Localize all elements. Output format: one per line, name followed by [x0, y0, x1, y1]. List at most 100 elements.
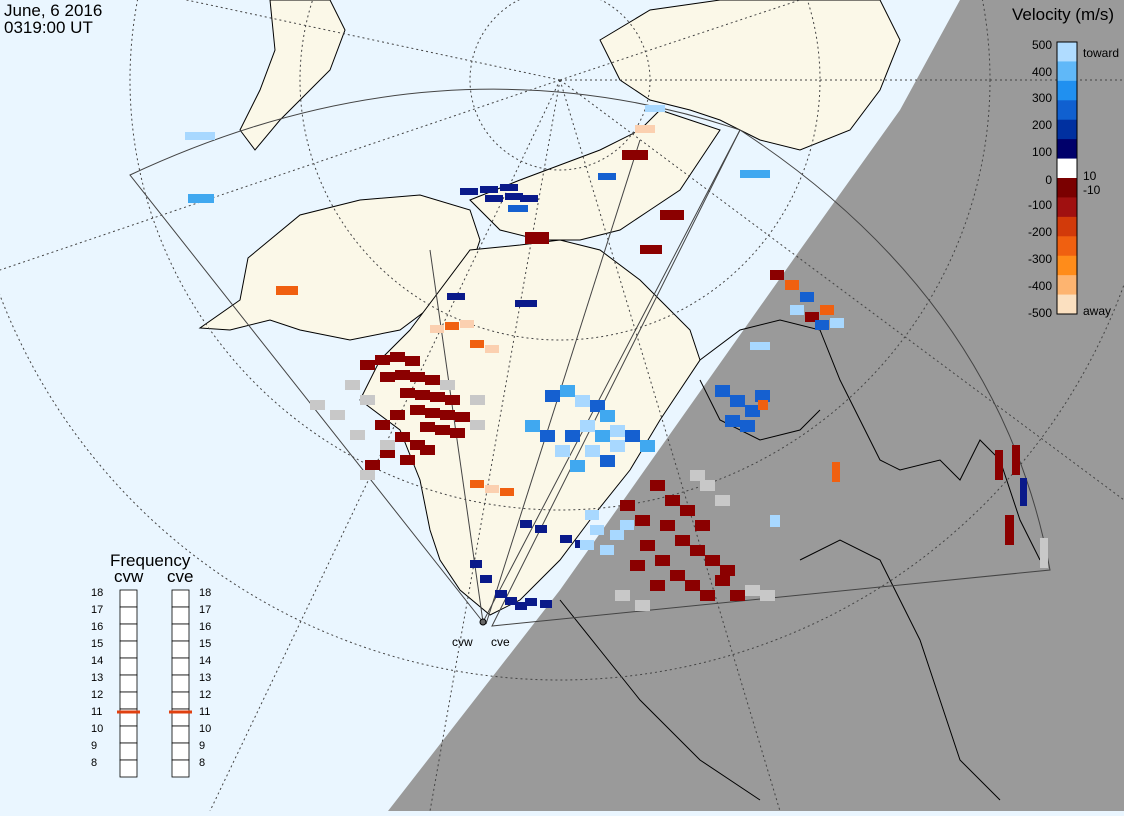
frequency-cell	[171, 657, 190, 676]
backscatter-cell	[505, 193, 523, 200]
backscatter-cell	[560, 535, 572, 543]
velocity-tick-label: 10	[1083, 169, 1097, 183]
backscatter-cell	[460, 188, 478, 195]
backscatter-cell	[470, 395, 485, 405]
backscatter-cell	[1040, 538, 1048, 568]
backscatter-cell	[580, 420, 595, 432]
date-label: June, 6 2016	[4, 1, 102, 20]
frequency-cell	[171, 674, 190, 693]
backscatter-cell	[1020, 478, 1027, 506]
backscatter-cell	[790, 305, 804, 315]
colorbar-swatch	[1057, 119, 1077, 140]
backscatter-cell	[600, 545, 614, 555]
frequency-cell	[171, 606, 190, 625]
backscatter-cell	[405, 356, 420, 366]
freq-radar-cvw: cvw	[114, 567, 144, 586]
backscatter-cell	[750, 342, 770, 350]
backscatter-cell	[725, 415, 740, 427]
backscatter-cell	[585, 445, 600, 457]
backscatter-cell	[455, 412, 470, 422]
backscatter-cell	[625, 430, 640, 442]
backscatter-cell	[695, 520, 710, 531]
backscatter-cell	[620, 520, 634, 530]
backscatter-cell	[650, 580, 665, 591]
backscatter-cell	[425, 408, 440, 418]
velocity-tick-label: -300	[1028, 252, 1052, 266]
colorbar-swatch	[1057, 178, 1077, 198]
backscatter-cell	[508, 205, 528, 212]
frequency-tick-label: 18	[199, 587, 211, 599]
backscatter-cell	[800, 292, 814, 302]
backscatter-cell	[670, 570, 685, 581]
colorbar-swatch	[1057, 80, 1077, 101]
backscatter-cell	[420, 422, 435, 432]
backscatter-cell	[495, 590, 507, 598]
backscatter-cell	[485, 345, 499, 353]
toward-label: toward	[1083, 46, 1119, 60]
frequency-cell	[171, 759, 190, 778]
time-label: 0319:00 UT	[4, 18, 93, 37]
backscatter-cell	[740, 420, 755, 432]
backscatter-cell	[645, 105, 665, 112]
colorbar-swatch	[1057, 139, 1077, 160]
backscatter-cell	[450, 428, 465, 438]
backscatter-cell	[1012, 445, 1020, 475]
arctic-islands	[469, 109, 721, 241]
frequency-cell	[119, 640, 138, 659]
colorbar-swatch	[1057, 275, 1077, 296]
backscatter-cell	[655, 555, 670, 566]
freq-radar-cve: cve	[167, 567, 193, 586]
radar-sites: cvw cve	[452, 618, 510, 649]
radar-site-cvw[interactable]	[479, 618, 487, 626]
backscatter-cell	[380, 440, 395, 450]
frequency-tick-label: 12	[199, 689, 211, 701]
backscatter-cell	[622, 150, 648, 160]
frequency-title: Frequency	[110, 551, 191, 570]
backscatter-cell	[410, 440, 425, 450]
velocity-tick-label: 300	[1032, 91, 1052, 105]
backscatter-cell	[770, 270, 784, 280]
backscatter-cell	[560, 385, 575, 397]
backscatter-cell	[485, 195, 503, 202]
backscatter-cell	[310, 400, 325, 410]
velocity-ticks: 500400300200100100-10-100-200-300-400-50…	[1028, 38, 1101, 320]
backscatter-cell	[715, 385, 730, 397]
frequency-tick-label: 18	[91, 587, 103, 599]
backscatter-cell	[350, 430, 365, 440]
velocity-tick-label: -100	[1028, 198, 1052, 212]
velocity-colorbar-frame	[1056, 41, 1078, 315]
frequency-cell	[119, 674, 138, 693]
frequency-cell	[119, 589, 138, 608]
site-label-cve: cve	[491, 635, 510, 649]
colorbar-swatch	[1057, 158, 1077, 179]
backscatter-cell	[770, 515, 780, 527]
backscatter-cell	[730, 395, 745, 407]
frequency-tick-label: 17	[91, 604, 103, 616]
backscatter-cell	[595, 430, 610, 442]
backscatter-cell	[445, 322, 459, 330]
frequency-cell	[119, 691, 138, 710]
backscatter-cell	[390, 410, 405, 420]
backscatter-cell	[805, 312, 819, 322]
backscatter-cell	[188, 194, 214, 203]
backscatter-cell	[635, 125, 655, 133]
alaska-land	[198, 194, 481, 341]
backscatter-cell	[685, 580, 700, 591]
frequency-tick-label: 14	[199, 655, 211, 667]
backscatter-cell	[330, 410, 345, 420]
backscatter-cell	[590, 400, 605, 412]
backscatter-cell	[600, 410, 615, 422]
backscatter-cell	[545, 390, 560, 402]
backscatter-cell	[365, 460, 380, 470]
backscatter-cell	[525, 420, 540, 432]
velocity-legend-title: Velocity (m/s)	[1012, 5, 1114, 24]
colorbar-swatch	[1057, 42, 1077, 62]
greenland-land	[599, 0, 901, 151]
siberia-land	[239, 0, 346, 151]
velocity-tick-label: 0	[1045, 173, 1052, 187]
backscatter-cell	[500, 488, 514, 496]
frequency-cell	[171, 691, 190, 710]
backscatter-cell	[615, 590, 630, 601]
